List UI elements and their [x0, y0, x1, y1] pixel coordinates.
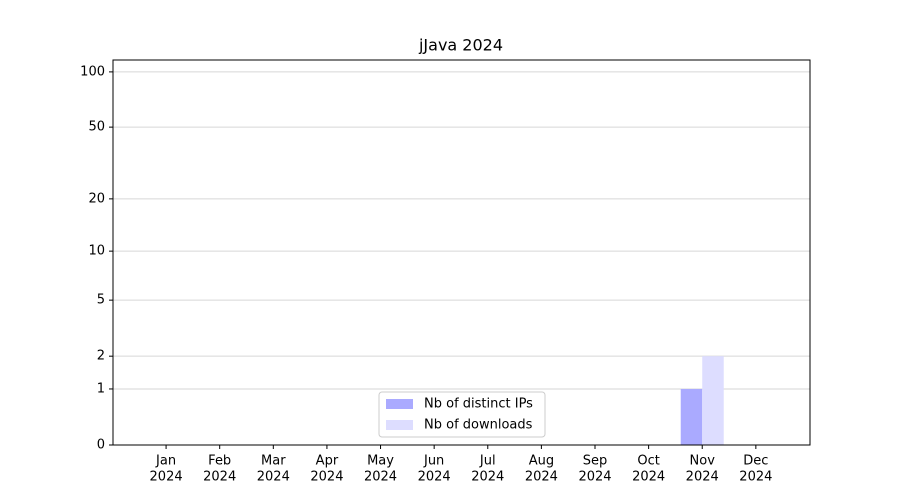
legend-swatch [386, 399, 413, 409]
plot-frame [112, 59, 811, 446]
x-tick-label: 2024 [257, 470, 290, 485]
x-tick-label: 2024 [364, 470, 397, 485]
x-tick-label: 2024 [578, 470, 611, 485]
marks [680, 356, 724, 445]
y-tick-label: 5 [97, 293, 105, 308]
x-tick-label: Apr [316, 454, 339, 469]
x-tick-label: 2024 [310, 470, 343, 485]
x-tick-label: 2024 [418, 470, 451, 485]
x-tick-label: Mar [261, 454, 286, 469]
bar [680, 388, 703, 445]
x-tick-label: Aug [529, 454, 554, 469]
legend-swatch [386, 420, 413, 430]
y-tick-label: 20 [88, 191, 105, 206]
x-tick-label: 2024 [150, 470, 183, 485]
legend-label: Nb of distinct IPs [424, 397, 533, 412]
y-tick-label: 100 [80, 64, 105, 79]
x-tick-label: Dec [743, 454, 768, 469]
y-tick-label: 0 [97, 438, 105, 453]
x-tick-label: 2024 [525, 470, 558, 485]
labels: 0125102050100Jan2024Feb2024Mar2024Apr202… [80, 64, 772, 484]
x-tick-label: Jan [155, 454, 176, 469]
x-tick-label: Oct [637, 454, 659, 469]
x-tick-label: 2024 [686, 470, 719, 485]
y-tick-label: 50 [88, 120, 105, 135]
bar [702, 356, 724, 445]
x-tick-label: Feb [208, 454, 231, 469]
y-tick-label: 2 [97, 349, 105, 364]
x-tick-label: Jun [423, 454, 444, 469]
y-tick-label: 1 [97, 381, 105, 396]
x-tick-label: May [367, 454, 394, 469]
x-tick-label: Nov [690, 454, 716, 469]
x-tick-label: 2024 [203, 470, 236, 485]
y-tick-label: 10 [88, 244, 105, 259]
x-tick-label: 2024 [632, 470, 665, 485]
chart-title: jJava 2024 [418, 36, 503, 55]
x-tick-label: 2024 [471, 470, 504, 485]
x-tick-label: 2024 [739, 470, 772, 485]
legend-label: Nb of downloads [424, 418, 533, 433]
x-tick-label: Jul [479, 454, 496, 469]
legend-box [378, 391, 546, 438]
x-tick-label: Sep [583, 454, 608, 469]
